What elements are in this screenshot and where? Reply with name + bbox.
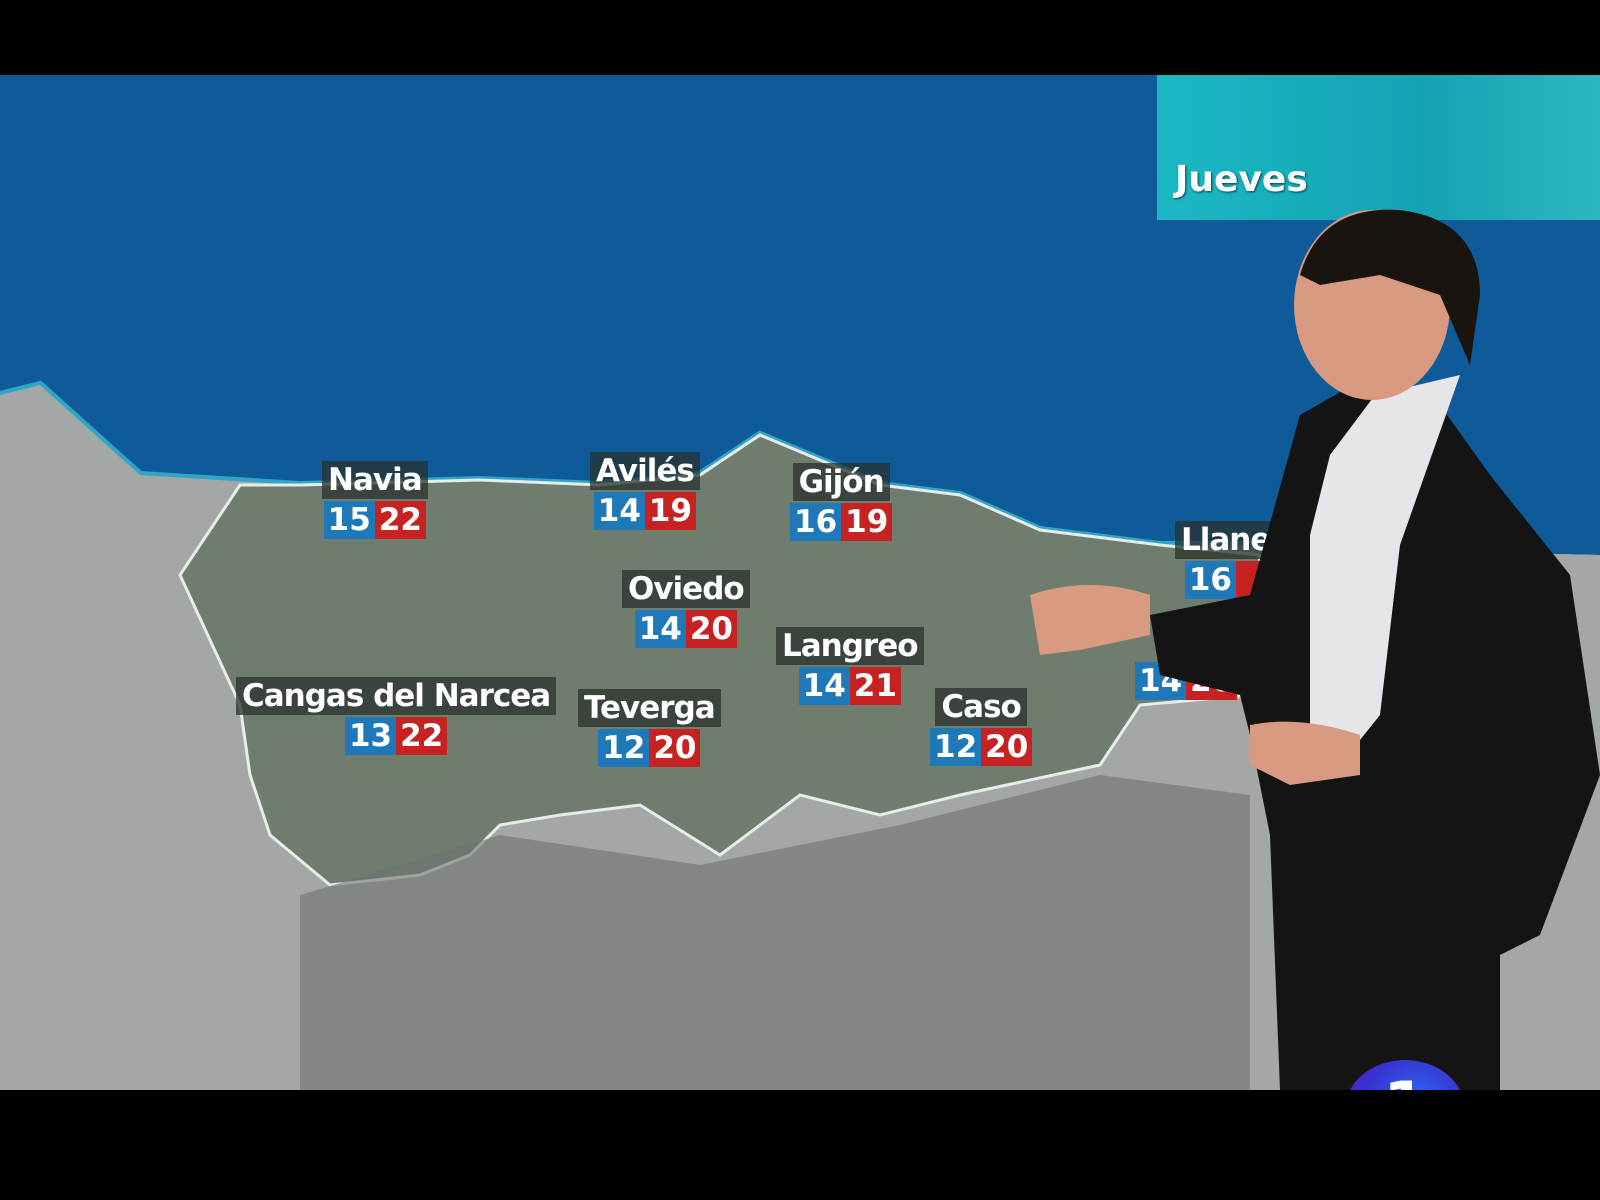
city-name: Caso [935,688,1027,726]
low-temp: 12 [598,729,650,767]
city-name: Teverga [578,689,721,727]
city-name: Cangas del Narcea [236,677,557,715]
city-teverga: Teverga 12 20 [578,689,721,767]
low-temp: 12 [930,728,982,766]
high-temp: 20 [649,729,701,767]
city-name: Langreo [776,627,924,665]
high-temp: 20 [981,728,1033,766]
city-caso: Caso 12 20 [930,688,1033,766]
low-temp: 15 [323,501,375,539]
low-temp: 14 [634,610,686,648]
weather-map: Jueves Navia 15 22 Avilés 14 19 Gijón 16 19… [0,75,1600,1090]
city-name: Gijón [792,463,890,501]
day-banner: Jueves [1157,75,1600,220]
low-temp: 14 [798,667,850,705]
day-label: Jueves [1175,159,1308,200]
city-oviedo: Oviedo 14 20 [622,570,750,648]
mountain-shadows [300,775,1250,1090]
high-temp: 20 [685,610,737,648]
high-temp: 19 [841,503,893,541]
logo-text: 1 [1345,1068,1465,1090]
low-temp: 16 [1184,561,1236,599]
low-temp: 13 [344,717,397,755]
city-aviles: Avilés 14 19 [590,452,700,530]
city-name: Avilés [590,452,700,490]
high-temp: 21 [849,667,901,705]
low-temp: 14 [593,492,645,530]
high-temp: 22 [374,501,426,539]
high-temp: 19 [644,492,697,530]
presenter [1030,209,1600,1090]
low-temp: 16 [790,503,842,541]
city-langreo: Langreo 14 21 [776,627,924,705]
high-temp: 22 [396,717,448,755]
city-gijon: Gijón 16 19 [790,463,893,541]
city-cangas-del-narcea: Cangas del Narcea 13 22 [236,677,557,755]
city-name: Navia [322,461,428,499]
city-name: Oviedo [622,570,750,608]
city-navia: Navia 15 22 [322,461,428,539]
asturias-region [178,433,1262,887]
